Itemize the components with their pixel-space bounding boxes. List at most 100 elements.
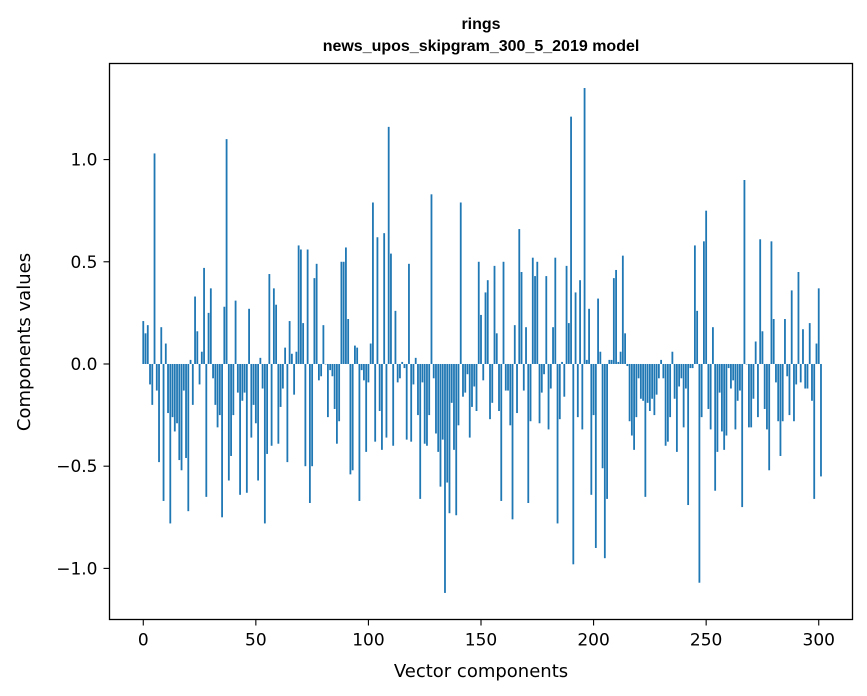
bar <box>482 363 485 381</box>
bar <box>696 310 699 364</box>
bar <box>387 126 390 364</box>
bar <box>606 363 608 499</box>
y-axis-label: Components values <box>14 253 35 431</box>
bar <box>684 363 687 389</box>
bar <box>189 359 192 364</box>
bar <box>520 272 523 364</box>
x-tick-label: 250 <box>690 631 722 651</box>
bar <box>817 288 820 364</box>
bar <box>594 363 597 548</box>
bar <box>225 139 228 364</box>
bar <box>421 363 424 383</box>
bar <box>317 363 320 381</box>
bar <box>439 363 442 487</box>
bar <box>628 363 631 422</box>
bar <box>750 363 753 428</box>
bar <box>730 363 732 389</box>
bar <box>770 241 773 364</box>
bar <box>775 363 777 383</box>
bar <box>426 363 428 446</box>
bar <box>808 323 811 364</box>
bar <box>423 363 426 444</box>
bar <box>777 363 780 422</box>
bar <box>734 363 737 430</box>
bar <box>761 331 764 364</box>
bar <box>716 363 719 452</box>
bar <box>757 363 759 418</box>
bar <box>263 363 266 524</box>
bar <box>185 363 187 459</box>
x-axis-label: Vector components <box>394 661 568 682</box>
bar <box>331 363 334 377</box>
bar <box>250 363 253 438</box>
bar <box>254 363 257 424</box>
bar <box>218 363 221 416</box>
bar <box>297 245 300 364</box>
bar <box>441 363 444 440</box>
bar <box>347 319 350 364</box>
bar <box>610 359 613 364</box>
bar <box>288 321 291 364</box>
bar <box>786 363 789 377</box>
bar <box>655 363 658 395</box>
bar <box>234 300 237 364</box>
bar <box>196 331 199 364</box>
bar <box>363 363 365 381</box>
bar <box>698 363 701 583</box>
bar <box>475 363 478 411</box>
bar <box>214 363 217 405</box>
bar <box>682 363 685 428</box>
bar <box>245 363 248 493</box>
bar <box>358 363 361 501</box>
bar <box>712 327 714 364</box>
bar <box>284 347 287 364</box>
bar <box>727 363 730 369</box>
bar <box>779 363 782 456</box>
bar <box>493 265 496 364</box>
bar <box>455 363 458 516</box>
bar <box>820 363 822 477</box>
bar <box>572 363 575 565</box>
bar <box>342 261 345 364</box>
bar <box>169 363 172 524</box>
bar <box>286 363 289 463</box>
bar <box>450 363 453 403</box>
bar <box>149 363 151 385</box>
bar <box>486 280 489 364</box>
bar <box>511 363 514 520</box>
bar <box>227 363 230 481</box>
bar <box>369 343 372 364</box>
bar <box>194 296 196 364</box>
bar <box>522 363 525 391</box>
bar <box>673 363 676 399</box>
bar <box>187 363 190 512</box>
bar <box>527 363 530 503</box>
bar <box>516 363 518 414</box>
bar <box>732 363 735 381</box>
x-tick-label: 100 <box>352 631 384 651</box>
bar <box>599 351 602 364</box>
bar <box>153 153 156 364</box>
bar <box>563 363 566 397</box>
bar <box>270 363 273 446</box>
bar <box>212 363 214 379</box>
bar <box>644 363 647 497</box>
bar <box>160 327 163 364</box>
bar <box>700 363 703 418</box>
bar <box>399 363 401 379</box>
bar <box>707 363 710 409</box>
bar <box>736 363 739 401</box>
bar <box>268 274 271 364</box>
bar <box>295 351 298 364</box>
bar <box>804 363 807 389</box>
bar <box>464 363 467 393</box>
bar <box>313 278 316 364</box>
bar <box>367 363 370 383</box>
bar <box>543 363 545 375</box>
bar <box>588 308 590 364</box>
bar <box>815 343 818 364</box>
bar <box>691 363 694 369</box>
bar <box>272 288 275 364</box>
bar <box>531 257 534 364</box>
bar <box>718 363 721 393</box>
